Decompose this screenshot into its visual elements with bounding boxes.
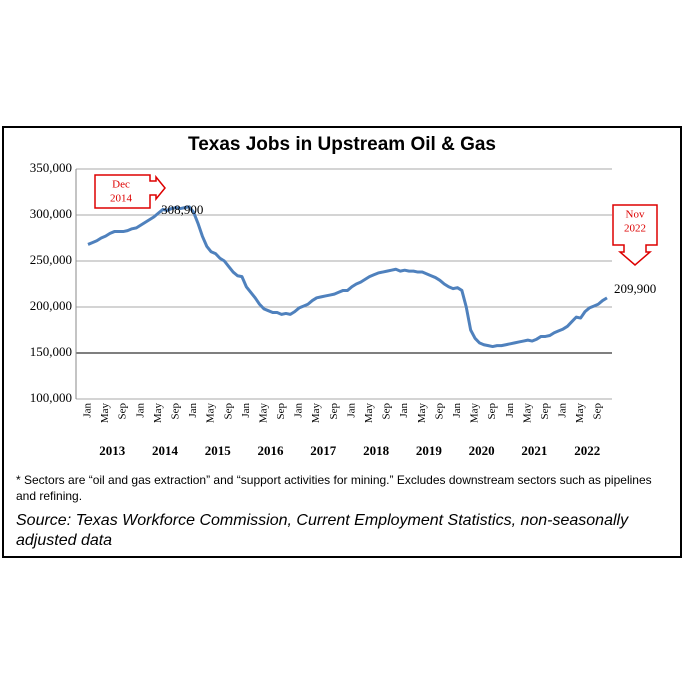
x-tick-label: May: [310, 403, 322, 424]
year-label: 2022: [574, 443, 600, 458]
y-tick-label: 200,000: [30, 298, 72, 313]
value-label: 308,900: [161, 202, 203, 217]
x-tick-label: Sep: [169, 403, 181, 420]
y-tick-label: 350,000: [30, 160, 72, 175]
footnote: * Sectors are “oil and gas extraction” a…: [16, 473, 652, 503]
x-tick-label: Jan: [134, 403, 146, 418]
x-tick-label: Sep: [539, 403, 551, 420]
y-tick-label: 100,000: [30, 390, 72, 405]
source: Source: Texas Workforce Commission, Curr…: [16, 512, 629, 549]
x-tick-label: Jan: [504, 403, 516, 418]
x-tick-label: Sep: [592, 403, 604, 420]
x-tick-label: Sep: [328, 403, 340, 420]
year-label: 2018: [363, 443, 390, 458]
x-tick-label: May: [205, 403, 217, 424]
x-tick-label: Sep: [433, 403, 445, 420]
y-tick-label: 150,000: [30, 344, 72, 359]
callout: [612, 204, 658, 266]
x-tick-label: May: [521, 403, 533, 424]
year-label: 2017: [310, 443, 337, 458]
x-tick-label: Jan: [82, 403, 94, 418]
year-label: 2013: [99, 443, 126, 458]
year-label: 2019: [416, 443, 443, 458]
x-tick-label: Jan: [240, 403, 252, 418]
x-tick-label: Jan: [187, 403, 199, 418]
x-tick-label: May: [99, 403, 111, 424]
y-tick-label: 300,000: [30, 206, 72, 221]
chart-title: Texas Jobs in Upstream Oil & Gas: [188, 134, 496, 155]
x-tick-label: May: [574, 403, 586, 424]
x-tick-label: May: [416, 403, 428, 424]
year-label: 2016: [258, 443, 285, 458]
x-tick-label: Sep: [117, 403, 129, 420]
y-tick-label: 250,000: [30, 252, 72, 267]
x-tick-label: Jan: [557, 403, 569, 418]
year-label: 2015: [205, 443, 232, 458]
x-tick-label: Sep: [222, 403, 234, 420]
x-tick-label: May: [257, 403, 269, 424]
annotation: Nov: [626, 209, 645, 221]
line: [87, 205, 608, 349]
x-tick-label: Jan: [345, 403, 357, 418]
year-label: 2021: [521, 443, 547, 458]
x-tick-label: Sep: [381, 403, 393, 420]
annotation: 2022: [624, 223, 646, 235]
x-tick-label: May: [469, 403, 481, 424]
x-tick-label: Jan: [451, 403, 463, 418]
year-label: 2014: [152, 443, 179, 458]
x-tick-label: Sep: [275, 403, 287, 420]
x-tick-label: May: [363, 403, 375, 424]
year-label: 2020: [469, 443, 495, 458]
x-tick-label: Jan: [398, 403, 410, 418]
callout: [94, 174, 166, 209]
frame: [2, 126, 682, 558]
x-tick-label: May: [152, 403, 164, 424]
x-tick-label: Jan: [293, 403, 305, 418]
value-label: 209,900: [614, 281, 656, 296]
annotation: Dec: [112, 179, 130, 191]
annotation: 2014: [110, 193, 133, 205]
x-tick-label: Sep: [486, 403, 498, 420]
